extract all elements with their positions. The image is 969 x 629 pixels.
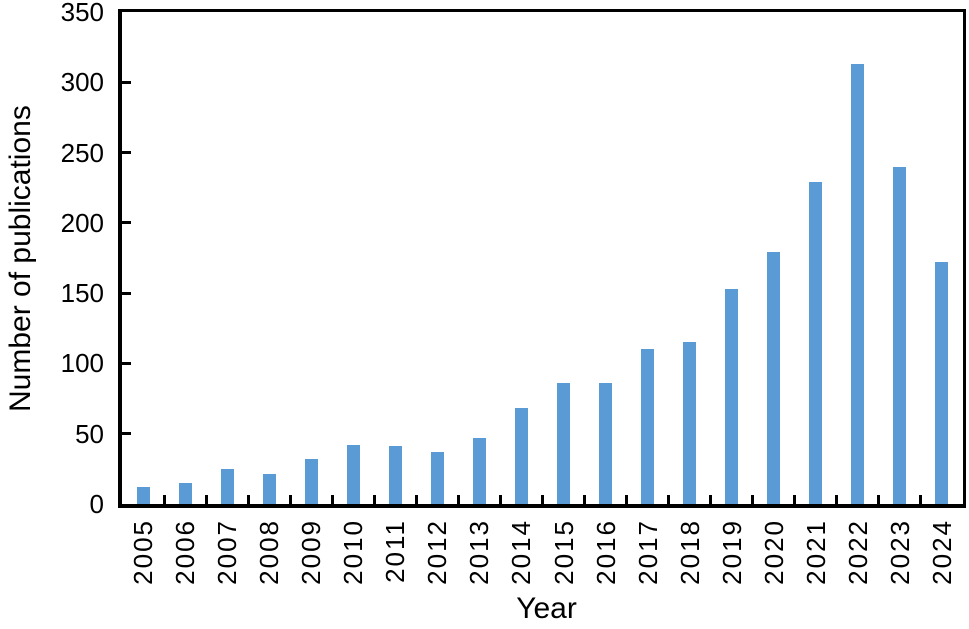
y-axis-tick [122,361,131,365]
y-tick-label-50: 50 [75,418,104,449]
x-axis-tick [751,495,755,504]
x-axis-tick [583,495,587,504]
x-tick-label-2008: 2008 [254,519,285,585]
x-tick-label-2024: 2024 [926,519,957,585]
bar-2021 [809,182,823,504]
x-axis-tick [835,495,839,504]
bar-2016 [599,383,613,504]
x-axis-tick [919,495,923,504]
x-tick-label-2014: 2014 [506,519,537,585]
y-axis-tick-labels: 0 50 100 150 200 250 300 350 [0,0,104,517]
bar-2013 [472,437,486,504]
x-axis-tick [204,495,208,504]
bar-2024 [935,262,949,504]
x-tick-label-2022: 2022 [842,519,873,585]
bar-2019 [725,288,739,504]
bar-2022 [851,64,865,504]
bar-2008 [262,474,276,504]
x-axis-tick [162,495,166,504]
x-axis-tick [667,495,671,504]
y-tick-label-100: 100 [60,348,104,379]
bar-2010 [346,444,360,504]
y-tick-label-200: 200 [60,207,104,238]
x-axis-tick [372,495,376,504]
y-tick-label-350: 350 [60,0,104,27]
bar-2005 [136,487,150,504]
bar-2023 [893,166,907,504]
bar-2020 [767,252,781,504]
plot-area [118,9,966,508]
x-tick-label-2006: 2006 [170,519,201,585]
bar-2007 [220,468,234,504]
x-tick-label-2011: 2011 [380,519,411,583]
y-tick-label-150: 150 [60,278,104,309]
y-tick-label-300: 300 [60,67,104,98]
x-axis-tick [414,495,418,504]
x-axis-tick [456,495,460,504]
y-axis-tick [122,432,131,436]
x-tick-label-2023: 2023 [884,519,915,585]
bar-2015 [557,383,571,504]
x-axis-title: Year [516,592,577,625]
x-tick-label-2010: 2010 [338,519,369,585]
x-axis-tick [330,495,334,504]
x-tick-label-2017: 2017 [632,519,663,585]
x-tick-label-2018: 2018 [674,519,705,585]
y-axis-tick [122,80,131,84]
x-axis-tick-labels: 2005 2006 2007 2008 2009 2010 2011 2012 2013 2014… [122,519,963,597]
bar-2017 [641,349,655,504]
y-tick-label-250: 250 [60,137,104,168]
bar-2018 [683,342,697,504]
x-tick-label-2020: 2020 [758,519,789,585]
x-tick-label-2009: 2009 [296,519,327,585]
y-axis-tick [122,291,131,295]
x-tick-label-2016: 2016 [590,519,621,585]
x-axis-tick [541,495,544,504]
bar-2009 [304,459,318,504]
bar-2011 [388,446,402,504]
x-tick-label-2021: 2021 [800,519,831,585]
bar-2014 [514,408,528,504]
x-axis-tick [793,495,797,504]
x-axis-tick [625,495,629,504]
x-tick-label-2013: 2013 [464,519,495,585]
y-tick-label-0: 0 [89,489,104,519]
x-tick-label-2005: 2005 [128,519,159,585]
x-tick-label-2015: 2015 [548,519,579,585]
x-tick-label-2007: 2007 [212,519,243,585]
y-axis-tick [122,221,131,225]
x-axis-tick [246,495,250,504]
bar-2012 [430,452,444,504]
x-tick-label-2019: 2019 [716,519,747,585]
x-tick-label-2012: 2012 [422,519,453,585]
x-axis-tick [498,495,502,504]
y-axis-tick [122,151,131,155]
x-axis-tick [709,495,713,504]
x-axis-tick [877,495,881,504]
bar-2006 [178,482,192,504]
x-axis-tick [288,495,292,504]
